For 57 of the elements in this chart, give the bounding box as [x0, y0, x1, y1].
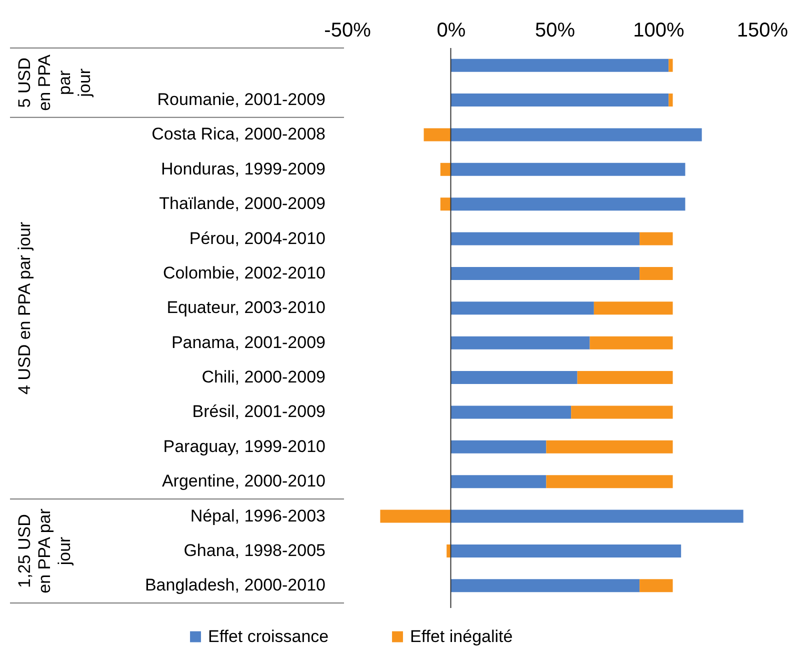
bar	[450, 371, 578, 384]
bar	[440, 162, 451, 176]
bar	[380, 510, 451, 523]
bar	[577, 371, 673, 384]
bar	[440, 198, 451, 211]
bar	[446, 544, 451, 558]
bar	[546, 440, 673, 454]
bar	[450, 510, 744, 523]
bar	[571, 406, 673, 419]
bar	[668, 58, 673, 72]
y-tick-label: Roumanie, 2001-2009	[157, 90, 326, 110]
y-tick-label: Costa Rica, 2000-2008	[152, 124, 326, 144]
bar	[450, 336, 590, 350]
bar	[640, 266, 673, 280]
legend-label: Effet croissance	[208, 626, 329, 646]
y-tick-label: Bangladesh, 2000-2010	[144, 576, 326, 595]
bar	[546, 475, 673, 488]
y-tick-label: Ghana, 1998-2005	[184, 540, 326, 560]
bar	[450, 579, 640, 592]
y-tick-label: Panama, 2001-2009	[171, 332, 326, 352]
x-tick-label: 0%	[436, 20, 466, 42]
bar	[590, 336, 673, 350]
bar	[450, 58, 669, 72]
y-tick-label: Népal, 1996-2003	[190, 506, 326, 526]
bar	[450, 475, 546, 488]
bar	[640, 232, 673, 246]
text: 5 USD en PPA par jour	[15, 54, 94, 111]
bar	[450, 266, 640, 280]
bar	[668, 94, 673, 107]
bar	[640, 579, 673, 592]
y-tick-label: Honduras, 1999-2009	[161, 159, 326, 178]
y-tick-label: Thaïlande, 2000-2009	[159, 194, 326, 214]
x-tick-label: 150%	[736, 20, 788, 42]
bar	[450, 302, 594, 315]
y-tick-label: Paraguay, 1999-2010	[163, 436, 326, 456]
bar	[450, 544, 682, 558]
y-tick-label: Brésil, 2001-2009	[192, 402, 326, 422]
bar	[450, 440, 546, 454]
bar	[450, 198, 686, 211]
bar	[594, 302, 673, 315]
bar	[450, 406, 572, 419]
x-tick-label: 50%	[534, 20, 576, 42]
bar	[450, 162, 686, 176]
x-tick-label: 100%	[633, 20, 685, 42]
y-tick-label: Colombie, 2002-2010	[162, 263, 326, 282]
text: 1,25 USD en PPA par jour	[15, 508, 74, 594]
legend-label: Effet inégalité	[410, 626, 513, 646]
y-tick-label: Pérou, 2004-2010	[189, 228, 326, 248]
bar	[424, 128, 451, 142]
text: 4 USD en PPA par jour	[15, 222, 34, 394]
x-tick-label: -50%	[324, 20, 372, 42]
y-tick-label: Chili, 2000-2009	[202, 368, 326, 387]
bar	[450, 128, 702, 142]
bar	[450, 232, 640, 246]
y-tick-label: Argentine, 2000-2010	[162, 472, 326, 491]
bar	[450, 94, 669, 107]
y-tick-label: Equateur, 2003-2010	[166, 298, 326, 318]
